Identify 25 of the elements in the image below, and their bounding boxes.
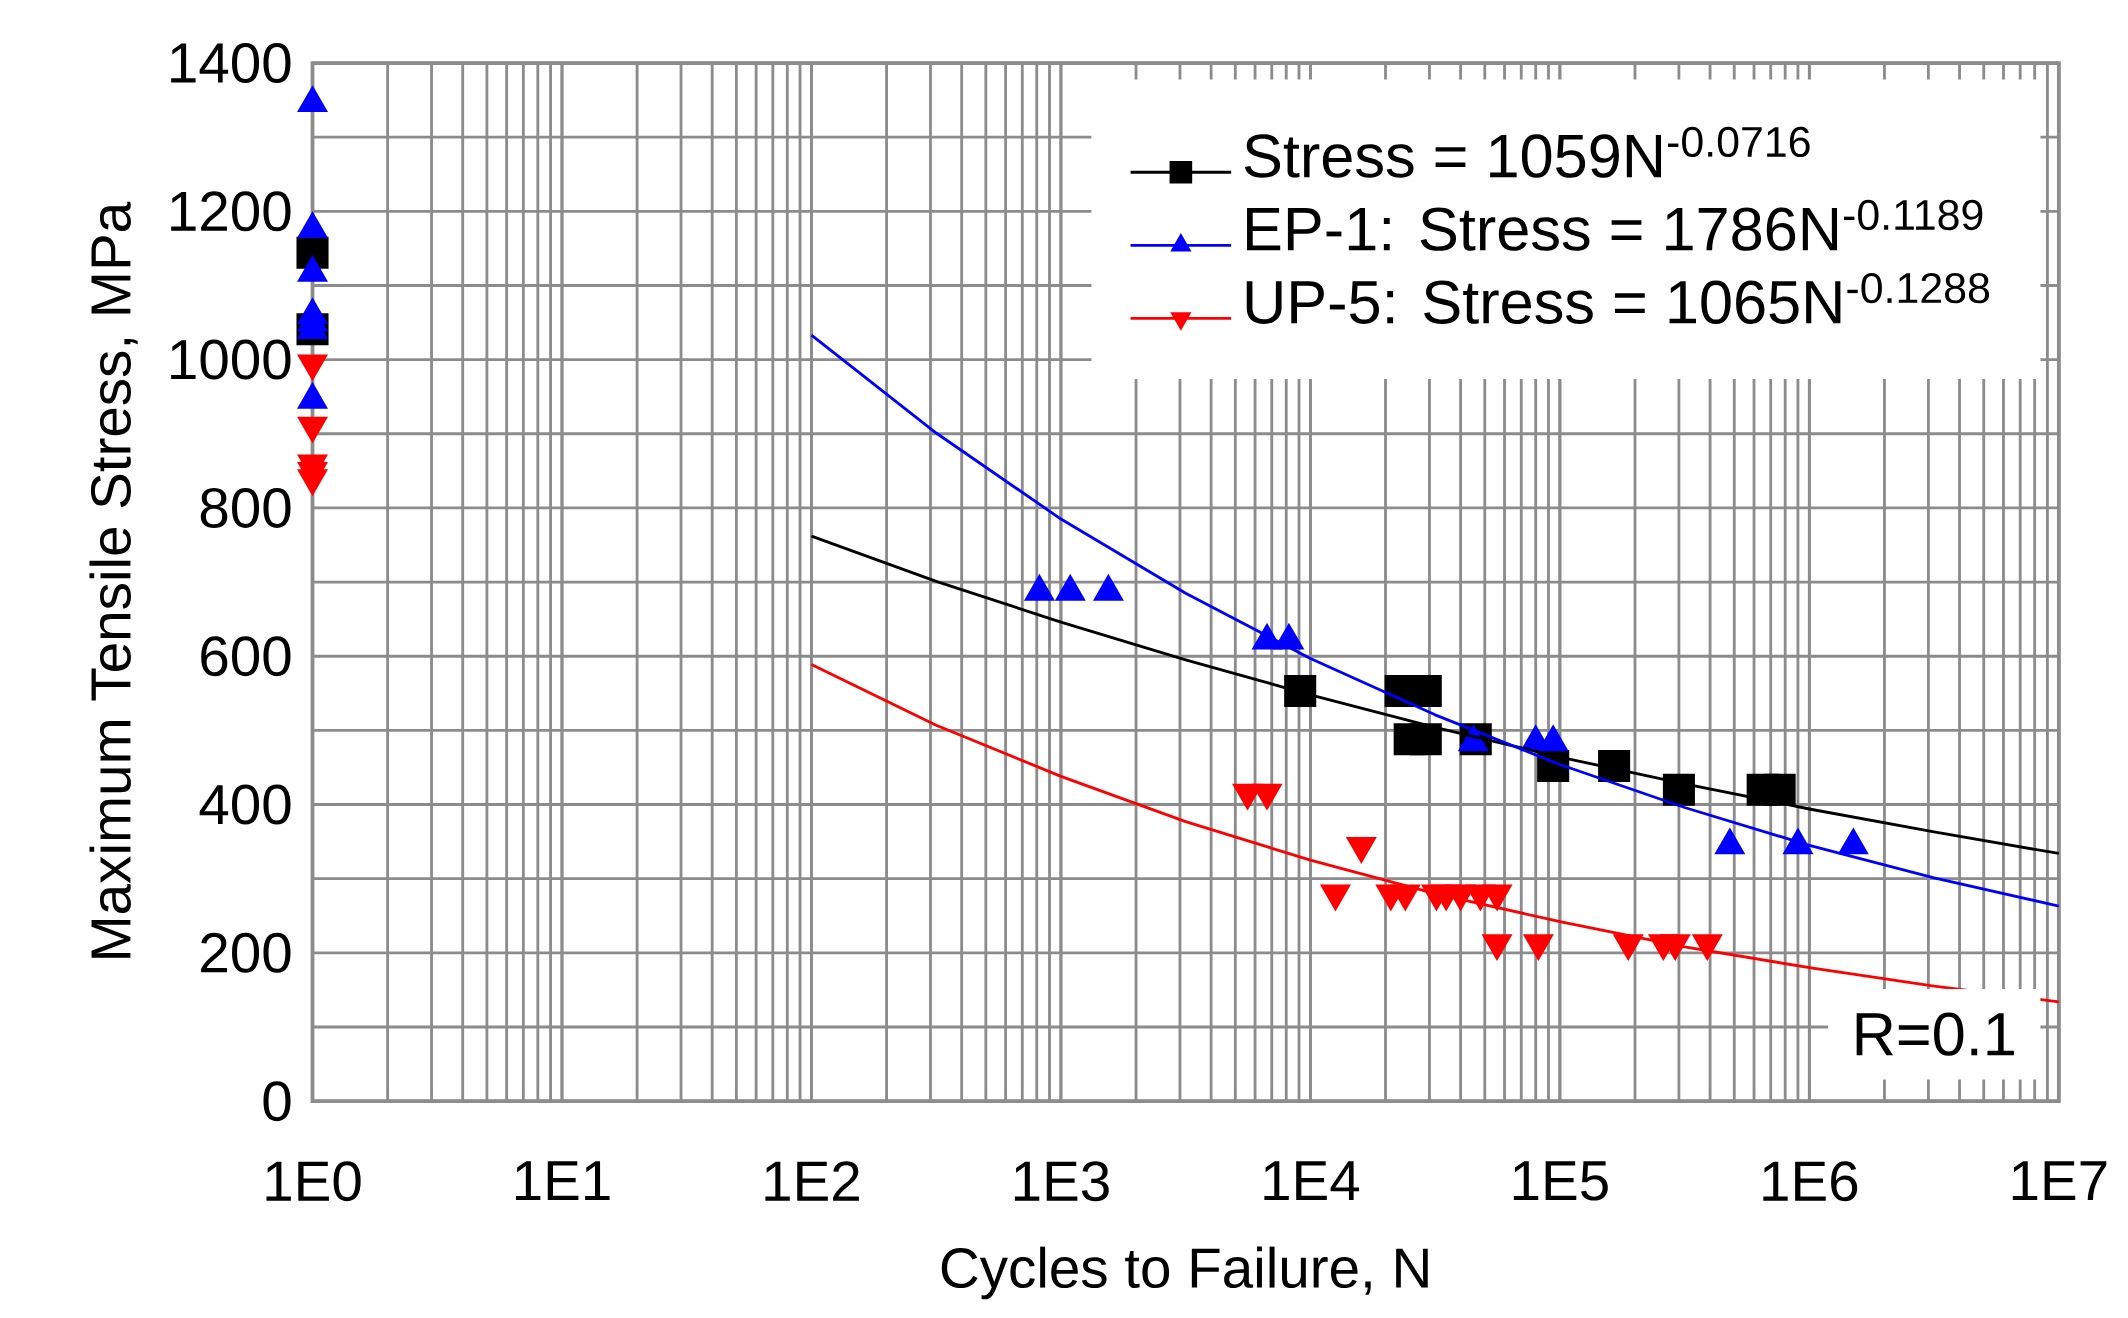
x-tick-label: 1E7	[2012, 1161, 2107, 1201]
y-tick-label: 1000	[171, 339, 291, 380]
annotation: R=0.1	[1856, 1012, 2014, 1056]
y-tick-label: 800	[200, 487, 291, 528]
x-tick-label: 1E3	[1014, 1161, 1109, 1202]
x-tick-label: 1E5	[1513, 1161, 1608, 1201]
legend-label: EP-1: Stress = 1786N$^{-0.1189}$	[1247, 199, 1983, 251]
y-axis-title: Maximum Tensile Stress, MPa	[89, 201, 138, 958]
line-series	[810, 534, 2059, 855]
y-tick-label: 200	[201, 932, 291, 973]
x-tick-label: 1E6	[1763, 1161, 1858, 1202]
x-tick-label: 1E0	[266, 1161, 361, 1202]
y-tick-label: 0	[263, 1081, 291, 1122]
y-tick-label: 1400	[171, 42, 291, 83]
y-tick-label: 600	[201, 636, 291, 677]
x-tick-label: 1E4	[1264, 1161, 1360, 1201]
y-tick-label: 400	[199, 784, 291, 825]
x-axis-title: Cycles to Failure, N	[941, 1246, 1428, 1300]
x-tick-label: 1E2	[765, 1161, 859, 1201]
legend-label: Stress = 1059N$^{-0.0716}$	[1244, 126, 1810, 178]
legend-label: UP-5: Stress = 1065N$^{-0.1288}$	[1246, 272, 1990, 324]
line-series	[810, 333, 2059, 908]
x-tick-label: 1E1	[515, 1161, 610, 1201]
line-series	[810, 662, 2059, 1004]
y-tick-label: 1200	[171, 191, 291, 232]
